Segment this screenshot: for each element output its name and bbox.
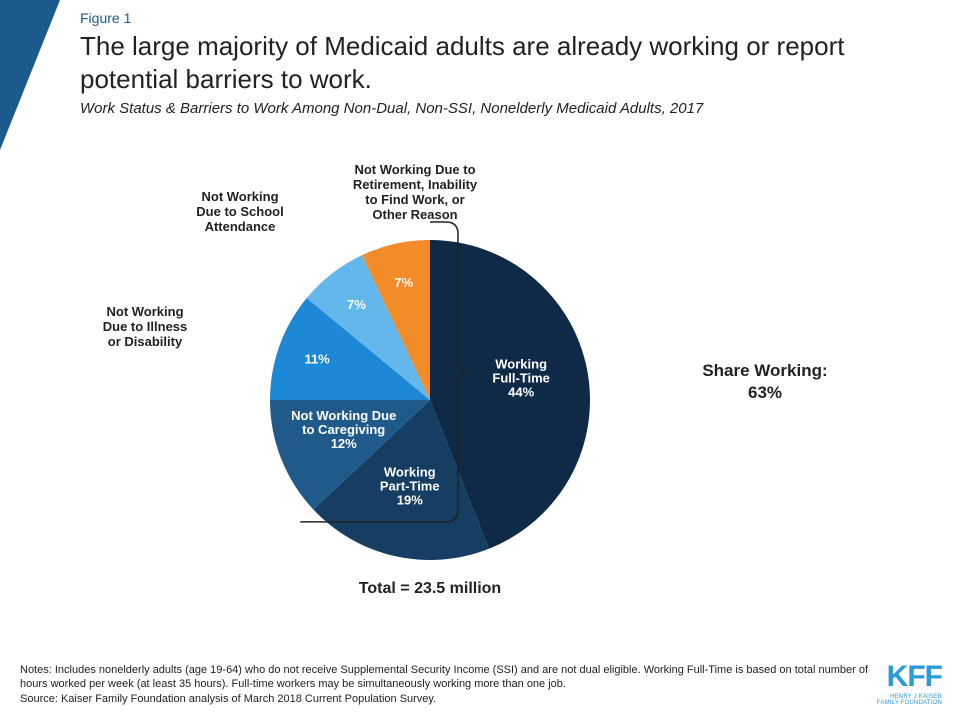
total-label: Total = 23.5 million [300, 580, 560, 598]
figure-label: Figure 1 [80, 10, 930, 26]
kff-logo-subtext: HENRY J KAISERFAMILY FOUNDATION [877, 694, 942, 706]
corner-accent [0, 0, 60, 150]
slice-label-other: Not Working Due toRetirement, Inabilityt… [330, 163, 500, 223]
chart-area: WorkingFull-Time44%WorkingPart-Time19%No… [0, 175, 960, 615]
slice-label-illness: Not WorkingDue to Illnessor Disability [80, 305, 210, 350]
slice-pct-label: 7% [347, 297, 366, 312]
kff-logo-text: KFF [877, 660, 942, 694]
kff-logo: KFF HENRY J KAISERFAMILY FOUNDATION [877, 660, 942, 706]
chart-subtitle: Work Status & Barriers to Work Among Non… [80, 99, 930, 119]
share-working-label: Share Working: 63% [680, 360, 850, 404]
source-text: Source: Kaiser Family Foundation analysi… [20, 692, 870, 706]
slice-pct-label: 7% [394, 275, 413, 290]
header: Figure 1 The large majority of Medicaid … [80, 10, 930, 119]
chart-title: The large majority of Medicaid adults ar… [80, 30, 930, 95]
footer-notes: Notes: Includes nonelderly adults (age 1… [20, 663, 870, 706]
slice-pct-label: 11% [304, 351, 330, 366]
slice-label-school: Not WorkingDue to SchoolAttendance [175, 190, 305, 235]
notes-text: Notes: Includes nonelderly adults (age 1… [20, 663, 870, 692]
